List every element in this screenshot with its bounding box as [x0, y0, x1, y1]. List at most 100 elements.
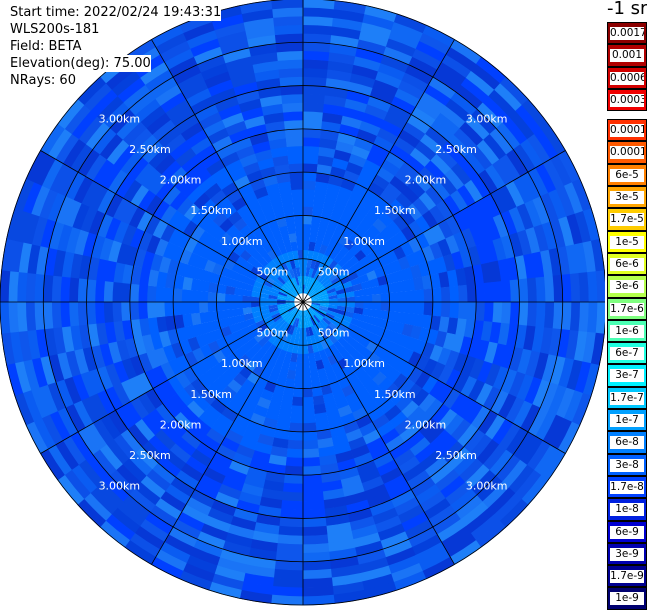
range-gate-cell	[312, 395, 325, 406]
range-gate-cell	[210, 189, 227, 206]
range-gate-cell	[366, 436, 386, 453]
range-gate-cell	[353, 289, 364, 297]
range-gate-cell	[415, 354, 430, 372]
range-gate-cell	[103, 280, 114, 302]
range-gate-cell	[582, 208, 600, 242]
range-gate-cell	[253, 261, 265, 272]
range-gate-cell	[103, 101, 130, 129]
range-gate-cell	[527, 407, 549, 437]
range-gate-cell	[278, 288, 289, 295]
range-gate-cell	[405, 383, 423, 401]
range-gate-cell	[303, 171, 317, 182]
range-gate-cell	[472, 320, 485, 341]
range-gate-cell	[96, 95, 124, 123]
range-gate-cell	[286, 294, 296, 300]
range-gate-cell	[34, 301, 45, 331]
range-gate-cell	[80, 371, 98, 398]
range-ring-label: 2.50km	[129, 143, 171, 156]
range-gate-cell	[520, 171, 541, 201]
range-gate-cell	[385, 319, 397, 332]
colorbar-tick-label: 0.001	[610, 49, 644, 63]
azimuth-spoke	[40, 150, 304, 303]
range-gate-cell	[271, 0, 304, 10]
range-gate-cell	[70, 325, 83, 351]
range-gate-cell	[154, 238, 169, 257]
range-gate-cell	[361, 475, 385, 492]
range-gate-cell	[198, 474, 223, 493]
range-gate-cell	[366, 151, 386, 168]
range-gate-cell	[278, 367, 289, 379]
range-gate-cell	[309, 361, 318, 372]
range-gate-cell	[139, 267, 151, 286]
colorbar-swatch: 3e-8	[607, 453, 647, 476]
range-gate-cell	[387, 103, 412, 123]
range-gate-cell	[490, 189, 510, 215]
range-gate-cell	[182, 562, 215, 583]
range-gate-cell	[308, 288, 317, 297]
range-gate-cell	[47, 444, 72, 476]
colorbar-tick-label: 3e-9	[610, 547, 644, 561]
range-gate-cell	[303, 266, 307, 277]
azimuth-spoke	[302, 301, 566, 454]
range-gate-cell	[502, 459, 528, 489]
range-gate-cell	[303, 284, 307, 294]
range-gate-cell	[268, 294, 278, 300]
range-gate-cell	[315, 271, 324, 282]
range-gate-cell	[438, 271, 450, 288]
range-ring-label: 3.00km	[466, 480, 508, 493]
range-gate-cell	[285, 300, 295, 302]
range-gate-cell	[304, 275, 309, 286]
range-gate-cell	[472, 264, 485, 285]
range-gate-cell	[302, 370, 312, 381]
range-gate-cell	[145, 68, 174, 92]
range-gate-cell	[204, 182, 222, 200]
range-gate-cell	[287, 154, 304, 165]
range-gate-cell	[311, 386, 323, 398]
range-gate-cell	[318, 349, 328, 361]
range-gate-cell	[163, 133, 187, 155]
range-gate-cell	[302, 508, 326, 519]
range-gate-cell	[376, 421, 395, 438]
range-gate-cell	[311, 343, 320, 354]
range-gate-cell	[288, 325, 295, 336]
range-gate-cell	[362, 429, 382, 445]
range-gate-cell	[286, 250, 295, 261]
range-gate-cell	[128, 452, 153, 477]
range-gate-cell	[302, 345, 309, 355]
range-gate-cell	[226, 189, 243, 204]
range-gate-cell	[33, 417, 56, 450]
range-gate-cell	[138, 284, 149, 302]
range-gate-cell	[317, 367, 328, 379]
range-gate-cell	[346, 302, 356, 308]
range-gate-cell	[237, 182, 254, 198]
range-gate-cell	[302, 405, 315, 415]
range-gate-cell	[215, 391, 232, 408]
range-gate-cell	[482, 386, 502, 411]
range-gate-cell	[380, 363, 395, 378]
range-gate-cell	[212, 377, 228, 393]
range-gate-cell	[204, 367, 220, 384]
range-gate-cell	[124, 337, 139, 359]
range-gate-cell	[422, 210, 439, 229]
range-gate-cell	[368, 385, 385, 401]
range-gate-cell	[292, 308, 299, 318]
range-gate-cell	[351, 524, 379, 540]
range-gate-cell	[47, 128, 73, 160]
range-gate-cell	[407, 236, 423, 253]
range-gate-cell	[278, 67, 304, 79]
range-gate-cell	[440, 286, 451, 303]
range-gate-cell	[264, 471, 285, 484]
range-gate-cell	[275, 172, 291, 184]
range-gate-cell	[311, 300, 321, 303]
range-gate-cell	[233, 294, 243, 302]
range-gate-cell	[242, 295, 252, 302]
range-gate-cell	[181, 79, 209, 100]
range-gate-cell	[318, 445, 336, 458]
range-gate-cell	[308, 317, 314, 328]
range-gate-cell	[315, 323, 324, 333]
range-gate-cell	[55, 379, 74, 408]
range-gate-cell	[41, 414, 64, 446]
range-gate-cell	[106, 439, 130, 465]
range-gate-cell	[531, 251, 545, 279]
range-gate-cell	[168, 526, 198, 548]
